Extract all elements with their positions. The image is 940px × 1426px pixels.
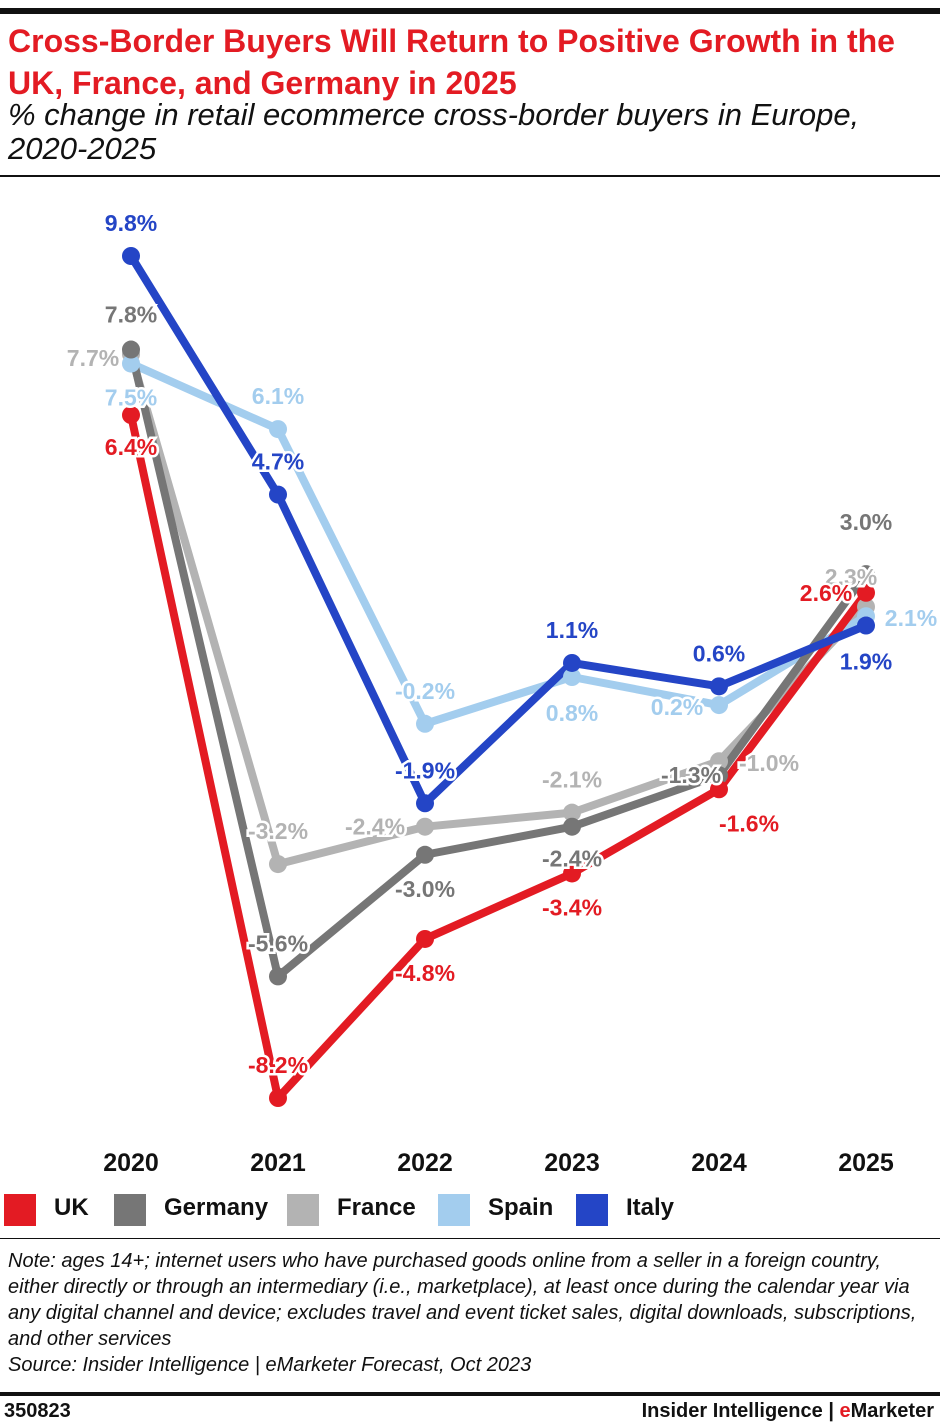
data-point-spain-2021 [269,420,287,439]
legend-swatch-germany [114,1194,146,1226]
data-point-spain-2023 [563,668,581,686]
data-point-italy-2022 [416,794,434,813]
header-divider [0,175,940,177]
chart-title: Cross-Border Buyers Will Return to Posit… [8,23,895,101]
series-line-spain [127,359,870,728]
data-label-uk-2020: 6.4% [105,434,157,460]
series-lines [127,252,870,1102]
data-point-france-2022 [416,817,434,836]
data-point-spain-2020 [122,354,140,373]
source-text: Source: Insider Intelligence | eMarketer… [8,1354,532,1376]
data-label-france-2024: -1.0% [739,750,799,776]
note-divider [0,1238,940,1239]
brand-main: Insider Intelligence [641,1400,823,1422]
legend-swatch-spain [438,1194,470,1226]
data-label-france-2022: -2.4% [345,814,405,840]
series-line-italy [127,252,870,808]
data-point-uk-2024 [710,780,728,799]
x-tick-2025: 2025 [838,1149,894,1177]
series-line-germany [127,345,870,981]
data-point-uk-2023 [563,864,581,883]
data-label-spain-2021: 6.1% [252,383,304,409]
data-point-france-2024 [710,752,728,771]
brand-e: e [839,1400,851,1422]
data-point-germany-2025 [857,565,875,584]
data-point-spain-2022 [416,714,434,733]
chart-id: 350823 [4,1400,71,1422]
chart-legend: UK Germany France Spain Italy [4,1192,934,1228]
legend-label-france: France [337,1194,416,1221]
data-point-uk-2020 [122,406,140,425]
data-point-france-2023 [563,803,581,822]
data-label-germany-2022: -3.0% [395,876,455,902]
data-label-spain-2020: 7.5% [105,385,157,411]
legend-swatch-italy [576,1194,608,1226]
data-label-italy-2021: 4.7% [252,449,304,475]
data-label-germany-2020: 7.8% [105,302,157,328]
series-line-uk [127,411,870,1102]
data-point-spain-2024 [710,696,728,715]
x-tick-2023: 2023 [544,1149,600,1177]
chart-note: Note: ages 14+; internet users who have … [8,1248,933,1378]
data-label-germany-2024: -1.3% [661,762,721,788]
data-point-italy-2021 [269,485,287,504]
top-bar [0,8,940,14]
data-label-france-2021: -3.2% [248,818,308,844]
data-label-germany-2021: -5.6% [248,930,308,956]
series-points [122,247,875,1107]
x-tick-2022: 2022 [397,1149,453,1177]
data-point-germany-2022 [416,845,434,864]
data-label-uk-2022: -4.8% [395,960,455,986]
legend-label-spain: Spain [488,1194,554,1221]
data-point-italy-2023 [563,653,581,672]
legend-label-italy: Italy [626,1194,675,1221]
data-label-italy-2023: 1.1% [546,617,598,643]
data-labels: 7.7% -3.2% -2.4% -2.1% -1.0% 2.3% 7.5% 6.1% -0.2… [64,208,939,1081]
data-label-spain-2023: 0.8% [546,700,598,726]
note-text: Note: ages 14+; internet users who have … [8,1250,917,1350]
x-tick-2020: 2020 [103,1149,159,1177]
x-axis-ticks: 2020 2021 2022 2023 2024 2025 [103,1149,894,1177]
data-point-uk-2022 [416,929,434,948]
data-label-spain-2025: 2.1% [885,605,937,631]
brand-rest: Marketer [850,1400,934,1422]
data-point-italy-2024 [710,677,728,696]
data-point-germany-2023 [563,817,581,836]
data-label-italy-2025: 1.9% [840,649,892,675]
data-label-germany-2023: -2.4% [542,846,602,872]
x-tick-2024: 2024 [691,1149,747,1177]
data-point-italy-2020 [122,247,140,265]
brand-logo: Insider Intelligence | eMarketer [642,1400,934,1423]
data-point-germany-2021 [269,967,287,986]
data-point-uk-2021 [269,1089,287,1107]
line-chart: 7.7% -3.2% -2.4% -2.1% -1.0% 2.3% 7.5% 6.1% -0.2… [64,208,939,1178]
chart-subtitle: % change in retail ecommerce cross-borde… [8,97,860,166]
data-label-italy-2020: 9.8% [105,210,157,236]
data-label-france-2020: 7.7% [67,345,119,371]
data-point-france-2021 [269,855,287,874]
data-point-italy-2025 [857,616,875,635]
data-point-germany-2024 [710,766,728,785]
data-label-italy-2024: 0.6% [693,640,745,666]
data-label-uk-2021: -8.2% [248,1052,308,1078]
legend-swatch-uk [4,1194,36,1226]
data-label-spain-2022: -0.2% [395,678,455,704]
data-label-uk-2023: -3.4% [542,894,602,920]
data-point-germany-2020 [122,340,140,359]
data-label-germany-2025: 3.0% [840,509,892,535]
footer-divider [0,1392,940,1396]
data-label-uk-2024: -1.6% [719,810,779,836]
legend-label-germany: Germany [164,1194,269,1221]
brand-separator: | [828,1400,834,1422]
data-label-france-2023: -2.1% [542,767,602,793]
legend-label-uk: UK [54,1194,89,1221]
data-label-italy-2022: -1.9% [395,757,455,783]
data-label-france-2025: 2.3% [825,564,877,590]
data-point-uk-2025 [857,583,875,602]
legend-swatch-france [287,1194,319,1226]
x-tick-2021: 2021 [250,1149,306,1177]
data-label-spain-2024: 0.2% [651,694,703,720]
data-label-uk-2025: 2.6% [800,580,852,606]
